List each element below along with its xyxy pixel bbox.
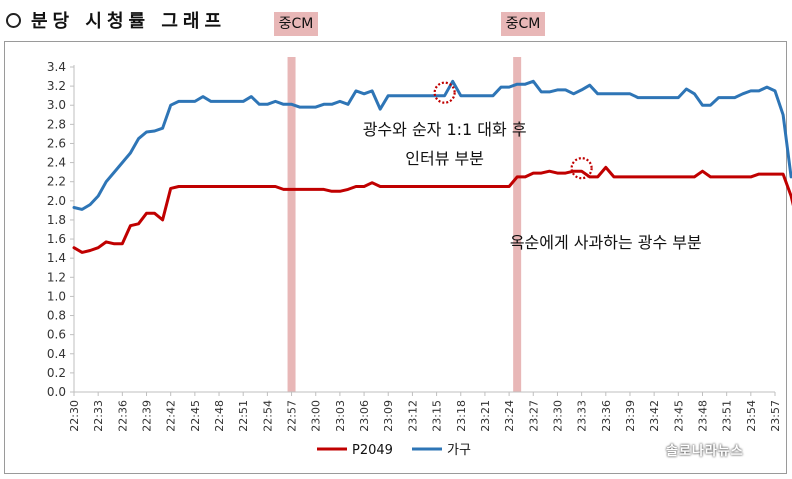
cm-band-1 bbox=[287, 57, 296, 392]
title-text: 분당 시청률 그래프 bbox=[31, 11, 227, 32]
x-tick-label: 22:36 bbox=[116, 400, 129, 432]
legend-label-2: 가구 bbox=[447, 443, 471, 458]
x-tick-label: 22:33 bbox=[92, 400, 105, 432]
y-tick-label: 3.4 bbox=[47, 60, 66, 74]
y-tick-label: 2.4 bbox=[47, 156, 66, 170]
x-tick-label: 23:12 bbox=[406, 400, 419, 432]
y-tick-label: 0.2 bbox=[47, 366, 66, 380]
x-tick-label: 23:00 bbox=[310, 400, 323, 432]
y-tick-label: 3.2 bbox=[47, 79, 66, 93]
x-tick-label: 23:51 bbox=[721, 400, 734, 432]
x-tick-label: 23:57 bbox=[769, 400, 782, 432]
annotation-text-3: 옥순에게 사과하는 광수 부분 bbox=[510, 233, 702, 252]
x-tick-label: 23:30 bbox=[551, 400, 564, 432]
highlight-circle-1 bbox=[433, 81, 456, 104]
series-line-1 bbox=[72, 165, 792, 254]
x-tick-label: 22:51 bbox=[237, 400, 250, 432]
series-line-2 bbox=[72, 79, 792, 211]
y-tick-label: 1.6 bbox=[47, 232, 66, 246]
x-tick-label: 23:42 bbox=[648, 400, 661, 432]
x-tick-label: 23:33 bbox=[576, 400, 589, 432]
circle-outline-icon bbox=[6, 12, 21, 28]
x-tick-label: 22:57 bbox=[286, 400, 299, 432]
y-tick-label: 1.2 bbox=[47, 270, 66, 284]
y-tick-label: 0.4 bbox=[47, 347, 66, 361]
annotation-text-2: 인터뷰 부분 bbox=[405, 149, 484, 168]
x-tick-label: 22:54 bbox=[261, 400, 274, 432]
y-tick-label: 1.4 bbox=[47, 251, 66, 265]
x-tick-label: 22:39 bbox=[141, 400, 154, 432]
watermark: 솔로나라뉴스 bbox=[666, 444, 744, 459]
x-tick-label: 23:06 bbox=[358, 400, 371, 432]
x-tick-label: 23:54 bbox=[745, 400, 758, 432]
x-tick-label: 22:42 bbox=[165, 400, 178, 432]
y-tick-label: 2.2 bbox=[47, 175, 66, 189]
cm-band-2 bbox=[513, 57, 522, 392]
x-tick-label: 22:45 bbox=[189, 400, 202, 432]
y-tick-label: 0.8 bbox=[47, 309, 66, 323]
y-tick-label: 2.8 bbox=[47, 117, 66, 131]
x-tick-label: 23:36 bbox=[600, 400, 613, 432]
annotation-text-1: 광수와 순자 1:1 대화 후 bbox=[363, 120, 527, 139]
x-tick-label: 23:39 bbox=[624, 400, 637, 432]
highlight-circle-2 bbox=[570, 157, 593, 180]
x-tick-label: 23:27 bbox=[527, 400, 540, 432]
x-tick-label: 22:48 bbox=[213, 400, 226, 432]
x-tick-label: 23:48 bbox=[696, 400, 709, 432]
cm-label-2: 중CM bbox=[501, 12, 545, 36]
x-tick-label: 23:18 bbox=[455, 400, 468, 432]
x-tick-label: 23:15 bbox=[431, 400, 444, 432]
y-tick-label: 0.0 bbox=[47, 385, 66, 399]
y-tick-label: 0.6 bbox=[47, 328, 66, 342]
x-tick-label: 23:09 bbox=[382, 400, 395, 432]
y-tick-label: 1.0 bbox=[47, 289, 66, 303]
x-tick-label: 23:03 bbox=[334, 400, 347, 432]
x-tick-label: 22:30 bbox=[68, 400, 81, 432]
y-tick-label: 1.8 bbox=[47, 213, 66, 227]
y-tick-label: 2.0 bbox=[47, 194, 66, 208]
page-title: 분당 시청률 그래프 bbox=[6, 6, 226, 34]
x-tick-label: 23:45 bbox=[672, 400, 685, 432]
chart-frame bbox=[4, 41, 787, 474]
y-tick-label: 2.6 bbox=[47, 136, 66, 150]
legend-label-1: P2049 bbox=[352, 443, 393, 458]
cm-label-1: 중CM bbox=[274, 12, 318, 36]
x-tick-label: 23:21 bbox=[479, 400, 492, 432]
y-tick-label: 3.0 bbox=[47, 98, 66, 112]
x-tick-label: 23:24 bbox=[503, 400, 516, 432]
